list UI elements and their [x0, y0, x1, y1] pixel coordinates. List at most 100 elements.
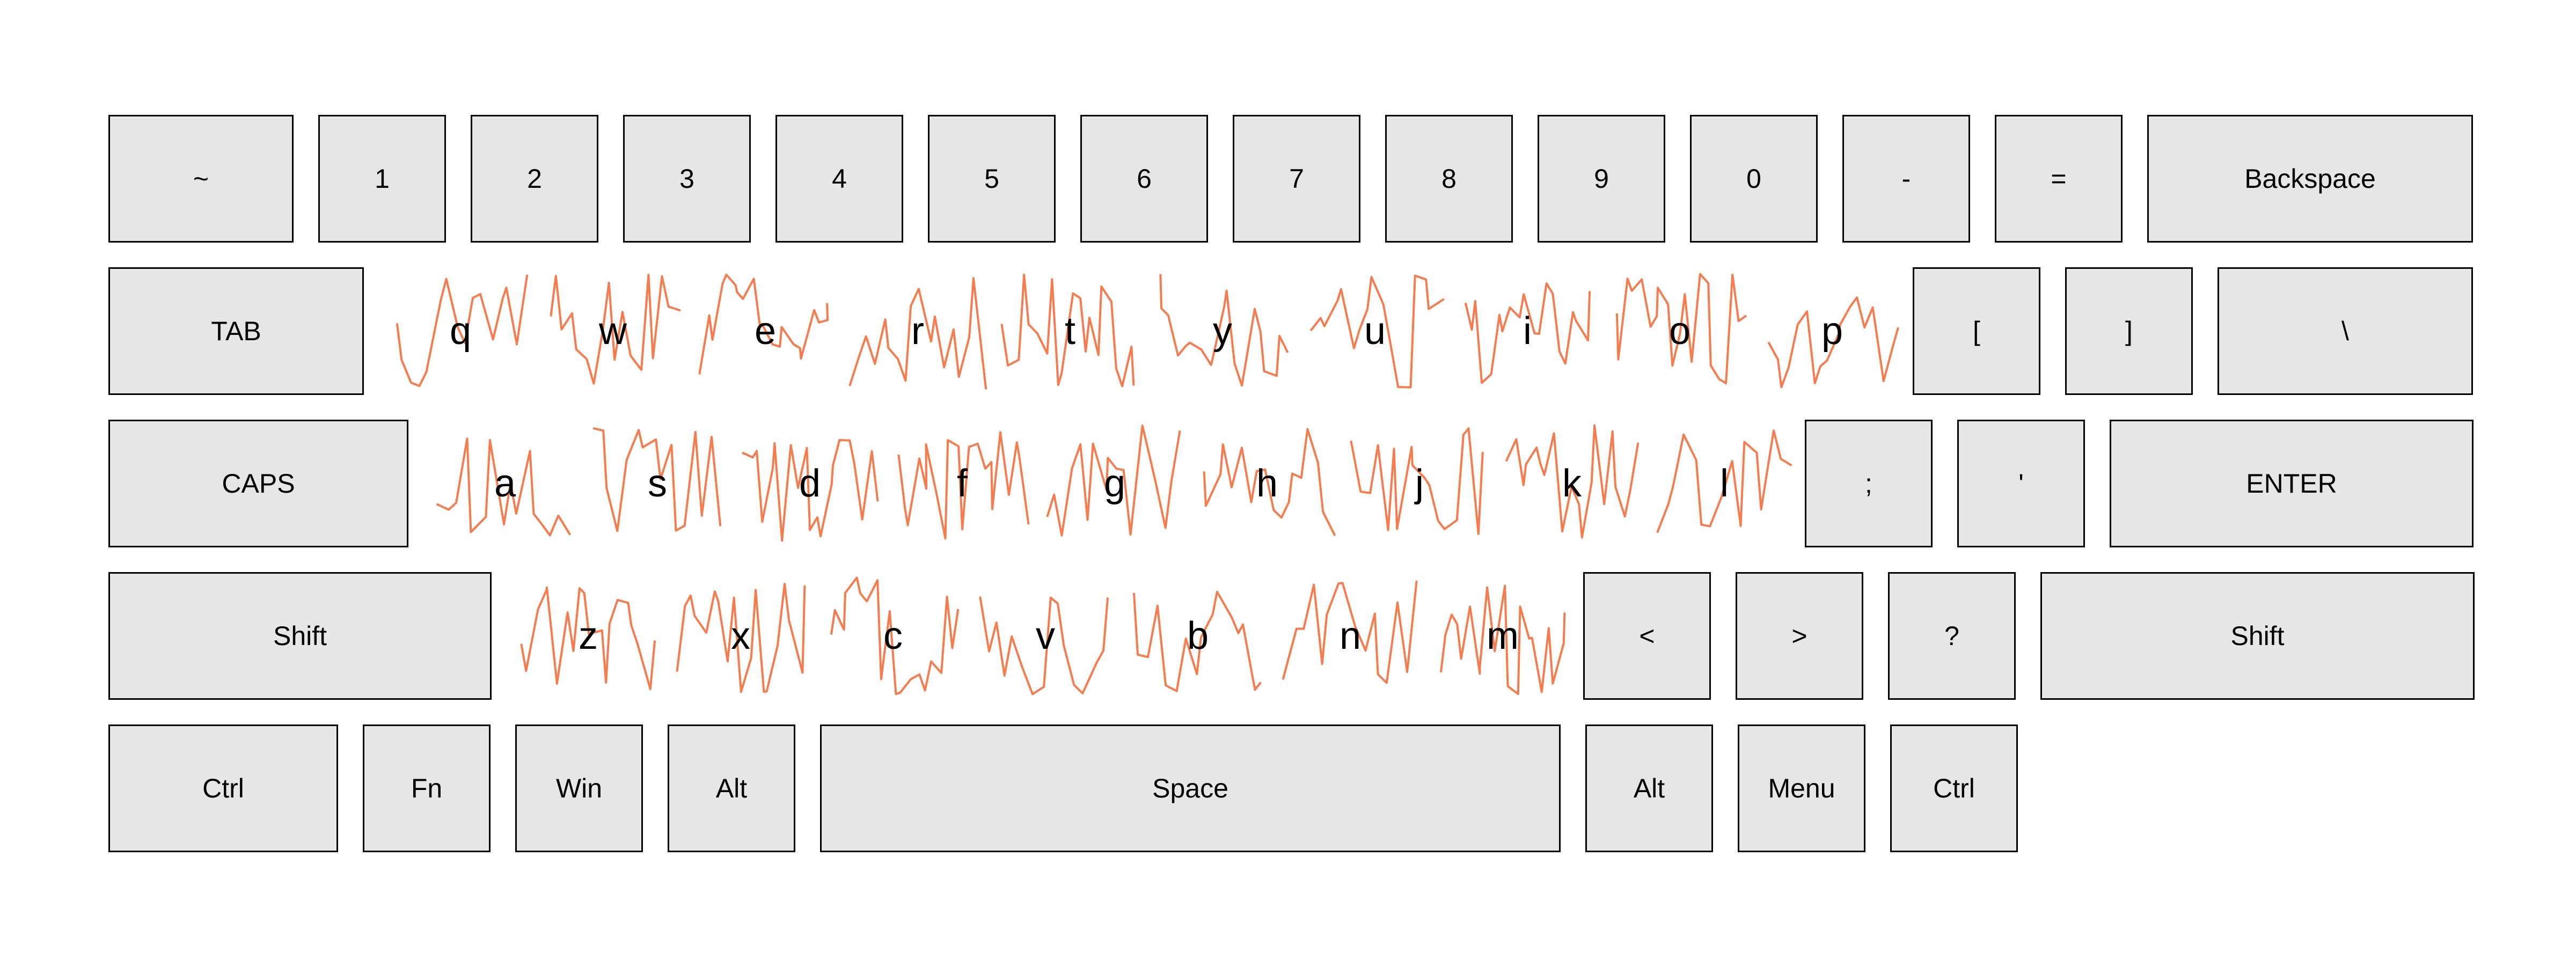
- signal-trace-plot: [1615, 273, 1747, 385]
- letter-key-f[interactable]: f: [886, 414, 1038, 553]
- key-fn[interactable]: Fn: [363, 724, 491, 852]
- letter-key-h[interactable]: h: [1191, 414, 1343, 553]
- key-rbracket[interactable]: ]: [2065, 267, 2193, 395]
- key-backspace[interactable]: Backspace: [2147, 115, 2473, 243]
- letter-key-m[interactable]: m: [1426, 567, 1579, 705]
- key-2[interactable]: 2: [471, 115, 598, 243]
- key-semicolon[interactable]: ;: [1805, 420, 1933, 547]
- key-label-4: 4: [832, 164, 847, 194]
- key-6[interactable]: 6: [1080, 115, 1208, 243]
- signal-trace: [1505, 424, 1640, 539]
- key-4[interactable]: 4: [775, 115, 903, 243]
- letter-label-u: u: [1364, 310, 1386, 353]
- signal-trace-plot: [979, 596, 1109, 696]
- key-space[interactable]: Space: [820, 724, 1561, 852]
- letter-key-v[interactable]: v: [969, 567, 1122, 705]
- letter-label-s: s: [648, 462, 667, 505]
- key-lt[interactable]: <: [1583, 572, 1711, 700]
- letter-label-g: g: [1103, 462, 1126, 505]
- letter-key-x[interactable]: x: [664, 567, 817, 705]
- signal-trace: [1350, 427, 1484, 535]
- key-5[interactable]: 5: [928, 115, 1056, 243]
- letter-key-k[interactable]: k: [1496, 414, 1648, 553]
- letter-key-b[interactable]: b: [1122, 567, 1274, 705]
- signal-trace: [396, 274, 529, 387]
- letter-label-k: k: [1562, 462, 1582, 505]
- letter-label-w: w: [599, 310, 627, 353]
- letter-label-j: j: [1415, 462, 1424, 505]
- key-lbracket[interactable]: [: [1913, 267, 2040, 395]
- key-ralt[interactable]: Alt: [1585, 724, 1713, 852]
- signal-trace: [1656, 429, 1792, 533]
- letter-key-r[interactable]: r: [841, 262, 994, 400]
- key-label-fn: Fn: [411, 773, 443, 803]
- key-enter[interactable]: ENTER: [2110, 420, 2473, 547]
- letter-key-d[interactable]: d: [734, 414, 886, 553]
- signal-trace-plot: [1505, 424, 1640, 539]
- key-menu[interactable]: Menu: [1738, 724, 1865, 852]
- key-7[interactable]: 7: [1233, 115, 1360, 243]
- key-tilde[interactable]: ~: [108, 115, 294, 243]
- letter-key-c[interactable]: c: [817, 567, 969, 705]
- key-label-lbracket: [: [1973, 316, 1980, 346]
- signal-trace-plot: [830, 576, 960, 696]
- key-label-lshift: Shift: [273, 621, 327, 651]
- letter-key-l[interactable]: l: [1648, 414, 1801, 553]
- letter-label-f: f: [956, 462, 968, 505]
- letter-label-a: a: [494, 462, 516, 505]
- letter-key-j[interactable]: j: [1343, 414, 1496, 553]
- signal-trace: [550, 274, 681, 385]
- key-label-enter: ENTER: [2246, 469, 2337, 499]
- key-caps[interactable]: CAPS: [108, 420, 408, 547]
- key-equals[interactable]: =: [1995, 115, 2123, 243]
- letter-key-z[interactable]: z: [512, 567, 664, 705]
- key-minus[interactable]: -: [1842, 115, 1970, 243]
- signal-trace-plot: [897, 431, 1030, 540]
- letter-key-i[interactable]: i: [1451, 262, 1604, 400]
- key-3[interactable]: 3: [623, 115, 751, 243]
- key-1[interactable]: 1: [318, 115, 446, 243]
- key-win[interactable]: Win: [515, 724, 643, 852]
- letter-key-e[interactable]: e: [689, 262, 841, 400]
- letter-key-p[interactable]: p: [1756, 262, 1908, 400]
- letter-key-o[interactable]: o: [1604, 262, 1756, 400]
- key-tab[interactable]: TAB: [108, 267, 364, 395]
- key-label-lctrl: Ctrl: [202, 773, 244, 803]
- letter-label-i: i: [1523, 310, 1532, 353]
- letter-key-s[interactable]: s: [581, 414, 734, 553]
- letter-key-w[interactable]: w: [537, 262, 689, 400]
- signal-trace-plot: [1159, 274, 1289, 387]
- key-label-rshift: Shift: [2230, 621, 2285, 651]
- key-0[interactable]: 0: [1690, 115, 1818, 243]
- key-label-question: ?: [1944, 621, 1959, 651]
- signal-trace: [1159, 274, 1289, 387]
- letter-key-q[interactable]: q: [384, 262, 537, 400]
- key-question[interactable]: ?: [1888, 572, 2016, 700]
- key-label-ralt: Alt: [1633, 773, 1665, 803]
- key-gt[interactable]: >: [1736, 572, 1863, 700]
- key-label-equals: =: [2051, 164, 2067, 194]
- letter-label-t: t: [1064, 310, 1075, 353]
- letter-key-n[interactable]: n: [1274, 567, 1426, 705]
- letter-key-y[interactable]: y: [1146, 262, 1299, 400]
- key-backslash[interactable]: \: [2218, 267, 2473, 395]
- key-rshift[interactable]: Shift: [2040, 572, 2475, 700]
- key-8[interactable]: 8: [1385, 115, 1513, 243]
- key-lshift[interactable]: Shift: [108, 572, 492, 700]
- key-lctrl[interactable]: Ctrl: [108, 724, 338, 852]
- key-rctrl[interactable]: Ctrl: [1890, 724, 2018, 852]
- signal-trace: [897, 431, 1030, 540]
- key-label-1: 1: [375, 164, 390, 194]
- letter-key-t[interactable]: t: [994, 262, 1146, 400]
- signal-trace-plot: [848, 277, 987, 390]
- key-quote[interactable]: ': [1957, 420, 2085, 547]
- key-label-2: 2: [527, 164, 542, 194]
- letter-label-h: h: [1256, 462, 1278, 505]
- letter-key-a[interactable]: a: [429, 414, 581, 553]
- key-label-8: 8: [1441, 164, 1457, 194]
- key-lalt[interactable]: Alt: [668, 724, 795, 852]
- key-label-lalt: Alt: [715, 773, 748, 803]
- key-9[interactable]: 9: [1538, 115, 1665, 243]
- letter-key-g[interactable]: g: [1038, 414, 1191, 553]
- letter-key-u[interactable]: u: [1299, 262, 1451, 400]
